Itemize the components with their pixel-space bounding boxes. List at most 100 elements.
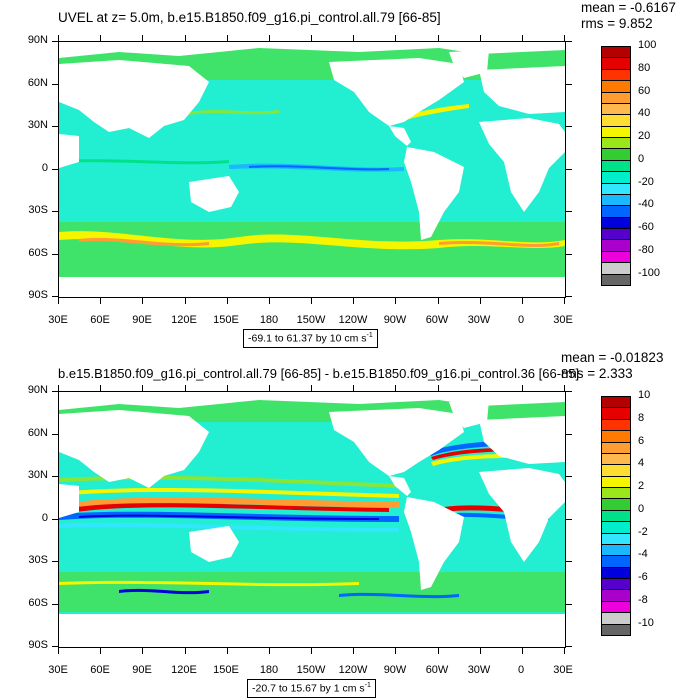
top-lon-150w: 150W	[296, 314, 326, 326]
bottom-lon-0: 0	[517, 664, 525, 676]
bottom-lon-30e: 30E	[48, 664, 68, 676]
bottom-lon-60e: 60E	[90, 664, 110, 676]
lat-tick	[52, 518, 58, 520]
colorbar-tick-label: -20	[638, 175, 654, 188]
lon-tick	[184, 648, 186, 654]
lon-tick	[521, 35, 523, 41]
bottom-contour-range: -20.7 to 15.67 by 1 cm s-1	[247, 679, 376, 698]
lon-tick	[437, 35, 439, 41]
top-lon-120w: 120W	[338, 314, 368, 326]
lon-tick	[226, 648, 228, 654]
top-lat-90n: 90N	[27, 34, 48, 46]
lon-tick	[142, 298, 144, 304]
colorbar-tick-label: -10	[638, 616, 654, 629]
lon-tick	[58, 385, 59, 391]
lat-tick	[52, 253, 58, 255]
lat-tick	[566, 391, 572, 392]
top-lat-60s: 60S	[28, 247, 48, 259]
top-lon-60w: 60W	[425, 314, 449, 326]
top-lat-30n: 30N	[27, 119, 48, 131]
lat-tick	[52, 211, 58, 212]
lon-tick	[268, 648, 270, 654]
bottom-lon-30e-end: 30E	[553, 664, 573, 676]
colorbar-tick-label: 60	[638, 84, 651, 97]
lat-tick	[52, 646, 58, 647]
bottom-panel: mean = -0.01823 rms = 2.333 b.e15.B1850.…	[0, 350, 700, 700]
colorbar-tick-label: -4	[638, 548, 648, 561]
lon-tick	[184, 298, 186, 304]
lon-tick	[184, 385, 186, 391]
colorbar-swatch	[601, 273, 631, 286]
lon-tick	[142, 385, 144, 391]
lon-tick	[184, 35, 186, 41]
lat-tick	[52, 83, 58, 85]
colorbar-tick-label: -8	[638, 593, 648, 606]
top-map	[58, 41, 566, 298]
lat-tick	[566, 646, 572, 647]
top-contour-range: -69.1 to 61.37 by 10 cm s-1	[243, 329, 378, 348]
top-panel: UVEL at z= 5.0m, b.e15.B1850.f09_g16.pi_…	[27, 0, 676, 348]
lon-tick	[353, 648, 355, 654]
top-lon-30e: 30E	[48, 314, 68, 326]
top-lon-120e: 120E	[171, 314, 197, 326]
lon-tick	[100, 385, 102, 391]
lon-tick	[395, 298, 397, 304]
colorbar-tick-label: 2	[638, 480, 645, 493]
lon-tick	[564, 385, 565, 391]
lat-tick	[566, 41, 572, 42]
lon-tick	[100, 298, 102, 304]
bottom-mean-label: mean = -0.01823	[561, 350, 664, 365]
bottom-lat-30s: 30S	[28, 554, 48, 566]
colorbar-tick-label: 4	[638, 457, 645, 470]
colorbar-tick-label: 100	[638, 39, 657, 51]
top-map-field	[59, 42, 565, 297]
bottom-map-field	[59, 392, 565, 647]
bottom-lat-0: 0	[41, 512, 48, 524]
lon-tick	[437, 648, 439, 654]
lon-tick	[395, 648, 397, 654]
colorbar-tick-label: 20	[638, 130, 651, 143]
lat-tick	[52, 41, 58, 42]
lon-tick	[100, 648, 102, 654]
top-lon-0: 0	[517, 314, 525, 326]
bottom-map	[58, 391, 566, 648]
bottom-rms-label: rms = 2.333	[561, 366, 633, 381]
top-lon-30e-end: 30E	[553, 314, 573, 326]
lon-tick	[353, 298, 355, 304]
top-lon-90e: 90E	[132, 314, 152, 326]
bottom-lat-90s: 90S	[28, 639, 48, 651]
lon-tick	[479, 385, 481, 391]
bottom-lon-120e: 120E	[171, 664, 197, 676]
lon-tick	[395, 35, 397, 41]
lon-tick	[58, 648, 59, 654]
bottom-lon-120w: 120W	[338, 664, 368, 676]
lon-tick	[521, 648, 523, 654]
lat-tick	[566, 126, 572, 127]
lon-tick	[437, 385, 439, 391]
top-mean-label: mean = -0.6167	[581, 0, 676, 15]
lon-tick	[395, 385, 397, 391]
lat-tick	[566, 83, 572, 85]
top-lat-90s: 90S	[28, 289, 48, 301]
bottom-lon-60w: 60W	[425, 664, 449, 676]
lon-tick	[311, 298, 312, 304]
lat-tick	[52, 168, 58, 170]
bottom-lon-180: 180	[259, 664, 279, 676]
lon-tick	[226, 35, 228, 41]
top-lat-60n: 60N	[27, 77, 48, 89]
lon-tick	[437, 298, 439, 304]
top-panel-title: UVEL at z= 5.0m, b.e15.B1850.f09_g16.pi_…	[58, 10, 441, 25]
colorbar-tick-label: -6	[638, 571, 648, 584]
lon-tick	[142, 648, 144, 654]
bottom-lon-150w: 150W	[296, 664, 326, 676]
lat-tick	[52, 391, 58, 392]
lon-tick	[268, 35, 270, 41]
colorbar-tick-label: 80	[638, 61, 651, 74]
colorbar-tick-label: -80	[638, 243, 654, 256]
colorbar-tick-label: 0	[638, 152, 645, 165]
top-lon-60e: 60E	[90, 314, 110, 326]
bottom-lon-150e: 150E	[213, 664, 239, 676]
top-lat-30s: 30S	[28, 204, 48, 216]
lon-tick	[226, 298, 228, 304]
lat-tick	[566, 603, 572, 605]
